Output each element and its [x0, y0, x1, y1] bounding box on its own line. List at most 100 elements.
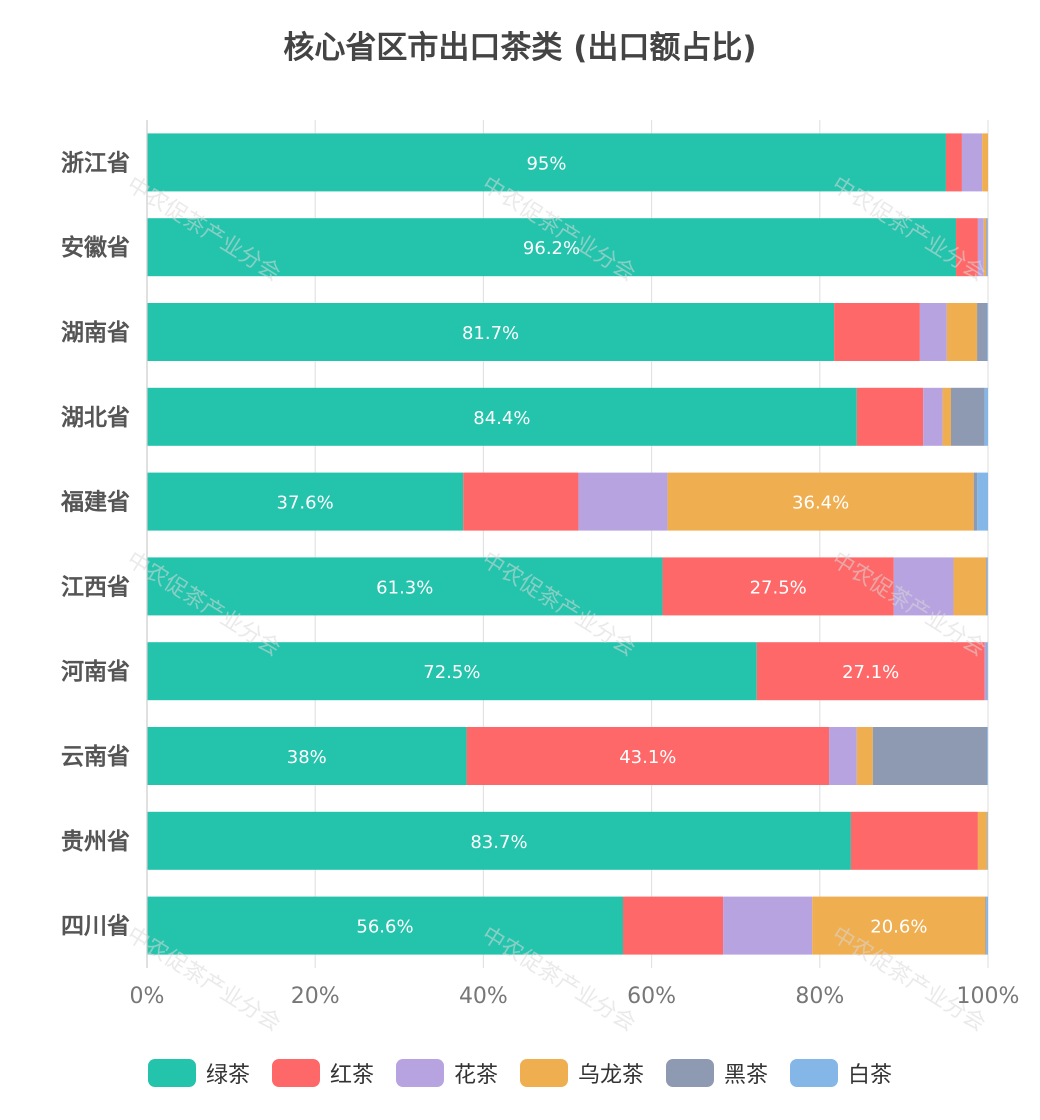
bar-segment	[856, 727, 873, 785]
bar-segment	[977, 218, 984, 277]
data-label: 61.3%	[376, 577, 433, 598]
bar-segment	[147, 472, 464, 531]
bar-segment	[812, 896, 986, 955]
bar-segment	[662, 557, 894, 616]
bar-segment	[977, 811, 988, 870]
legend-item[interactable]: 乌龙茶	[520, 1057, 644, 1089]
bar-segment	[723, 896, 813, 955]
bar-segment	[983, 218, 987, 277]
legend-swatch	[395, 1059, 444, 1087]
legend-item[interactable]: 红茶	[271, 1057, 374, 1089]
bar-segment	[946, 303, 978, 361]
data-label: 72.5%	[423, 662, 480, 683]
bar-segment	[147, 303, 835, 361]
bar-segment	[667, 472, 974, 531]
category-label: 湖南省	[61, 320, 130, 346]
bar-segment	[834, 303, 920, 361]
data-label: 84.4%	[473, 408, 530, 429]
data-label: 27.5%	[750, 577, 807, 598]
data-label: 37.6%	[277, 493, 334, 514]
bar-segment	[977, 472, 988, 531]
bars: 95% 96.2% 81.7% 84.4% 37.6% 36.4% 61.3% 27.5% 72…	[147, 133, 988, 955]
data-label: 36.4%	[792, 493, 849, 514]
bar-segment	[984, 642, 987, 701]
legend-label: 绿茶	[205, 1063, 250, 1088]
bar-segment	[147, 896, 624, 955]
bar-segment	[985, 896, 987, 955]
data-label: 81.7%	[462, 323, 519, 344]
bar-segment	[893, 557, 954, 616]
bar-segment	[987, 218, 988, 277]
bar-segment	[147, 557, 663, 616]
legend-item[interactable]: 花茶	[395, 1057, 498, 1089]
category-label: 湖北省	[61, 405, 130, 431]
x-tick-label: 60%	[627, 984, 676, 1009]
bar-segment	[945, 133, 962, 192]
bar-segment	[987, 303, 988, 361]
category-label: 河南省	[61, 659, 130, 685]
bar-segment	[987, 557, 988, 616]
bar-segment	[919, 303, 947, 361]
data-label: 27.1%	[842, 662, 899, 683]
bar-segment	[942, 387, 951, 446]
category-label: 云南省	[61, 744, 130, 770]
x-tick-label: 40%	[459, 984, 508, 1009]
chart-title: 核心省区市出口茶类 (出口额占比)	[283, 30, 757, 66]
bar-segment	[147, 218, 957, 277]
bar-segment	[147, 642, 757, 701]
bar-segment	[984, 387, 988, 446]
bar-segment	[986, 557, 988, 616]
bar-segment	[147, 727, 467, 785]
bar-segment	[986, 642, 988, 701]
category-label: 安徽省	[61, 234, 130, 261]
chart-plot: 95% 96.2% 81.7% 84.4% 37.6% 36.4% 61.3% 27.5% 72…	[60, 120, 1019, 1037]
data-label: 20.6%	[870, 917, 927, 938]
legend-swatch	[271, 1059, 320, 1087]
bar-segment	[982, 133, 988, 192]
legend-label: 白茶	[848, 1063, 893, 1088]
bar-segment	[977, 303, 988, 361]
bar-segment	[578, 472, 668, 531]
bar-segment	[923, 387, 943, 446]
bar-segment	[623, 896, 724, 955]
x-tick-label: 100%	[957, 984, 1020, 1009]
bar-segment	[953, 557, 987, 616]
legend-swatch	[790, 1059, 839, 1087]
bar-segment	[856, 387, 924, 446]
category-label: 浙江省	[61, 150, 130, 176]
bar-segment	[987, 811, 988, 870]
bar-segment	[956, 218, 978, 277]
bar-segment	[466, 727, 830, 785]
legend-item[interactable]: 黑茶	[666, 1057, 768, 1089]
bar-segment	[986, 218, 988, 277]
bar-segment	[147, 387, 857, 446]
x-tick-label: 20%	[291, 984, 340, 1009]
bar-segment	[829, 727, 857, 785]
data-label: 95%	[526, 153, 566, 174]
legend-item[interactable]: 白茶	[790, 1057, 892, 1089]
x-tick-label: 80%	[795, 984, 844, 1009]
bar-segment	[872, 727, 988, 785]
bar-segment	[756, 642, 985, 701]
bar-segment	[850, 811, 978, 870]
data-label: 38%	[287, 747, 327, 768]
legend-label: 黑茶	[724, 1063, 769, 1088]
axes: 0% 20% 40% 60% 80% 100% 浙江省安徽省湖南省湖北省福建省江西省河南省云…	[60, 120, 1019, 1009]
legend-swatch	[147, 1059, 196, 1087]
bar-segment	[463, 472, 579, 531]
data-label: 96.2%	[523, 238, 580, 259]
legend-item[interactable]: 绿茶	[147, 1057, 250, 1089]
bar-segment	[973, 472, 978, 531]
category-label: 四川省	[61, 914, 130, 940]
legend-swatch	[520, 1059, 568, 1087]
bar-segment	[987, 727, 988, 785]
category-label: 贵州省	[61, 829, 130, 855]
data-label: 43.1%	[619, 747, 676, 768]
bar-segment	[961, 133, 983, 192]
category-label: 江西省	[61, 574, 130, 600]
bar-segment	[950, 387, 985, 446]
category-label: 福建省	[60, 490, 130, 516]
legend: 绿茶 红茶 花茶 乌龙茶 黑茶 白茶	[0, 1057, 1040, 1089]
legend-label: 花茶	[453, 1063, 498, 1088]
data-label: 83.7%	[470, 832, 527, 853]
